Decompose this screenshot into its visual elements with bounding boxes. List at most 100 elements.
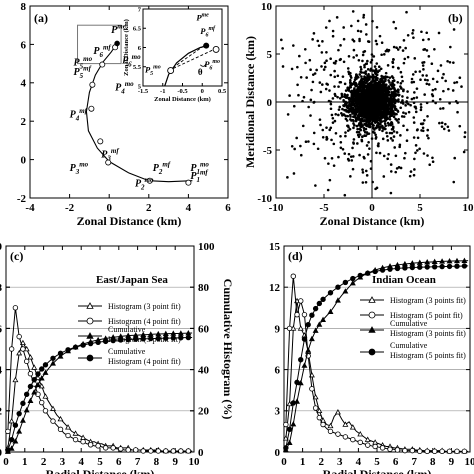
scatter-point bbox=[413, 157, 416, 161]
scatter-point bbox=[358, 73, 361, 76]
series-marker bbox=[350, 436, 356, 443]
scatter-point bbox=[422, 68, 425, 71]
inset-x-tick-label: 0.5 bbox=[218, 88, 227, 95]
scatter-point bbox=[387, 152, 390, 156]
label-superscript: mf bbox=[162, 161, 170, 169]
series-marker bbox=[301, 362, 308, 368]
scatter-point bbox=[362, 126, 366, 130]
scatter-point bbox=[364, 70, 368, 73]
scatter-point bbox=[378, 118, 381, 122]
scatter-point bbox=[355, 77, 358, 80]
series-marker bbox=[42, 369, 49, 375]
scatter-point bbox=[374, 39, 378, 43]
series-marker bbox=[23, 358, 30, 365]
scatter-point bbox=[350, 24, 353, 28]
scatter-point bbox=[372, 83, 376, 87]
scatter-point bbox=[311, 38, 314, 41]
series-marker bbox=[16, 428, 23, 434]
scatter-point bbox=[438, 121, 441, 125]
panel-a-zoom-box bbox=[77, 24, 122, 65]
series-marker bbox=[294, 311, 300, 318]
series-marker bbox=[155, 448, 161, 454]
scatter-point bbox=[375, 62, 379, 65]
series-marker bbox=[27, 383, 34, 390]
scatter-point bbox=[395, 167, 399, 170]
series-marker bbox=[125, 336, 131, 343]
scatter-point bbox=[412, 80, 416, 84]
panel-b-y-tick-label: 0 bbox=[267, 97, 273, 109]
scatter-point bbox=[411, 73, 415, 76]
series-marker bbox=[320, 316, 327, 322]
series-marker bbox=[102, 445, 109, 451]
panel-a-point-label: P4mo bbox=[115, 80, 134, 96]
series-marker bbox=[72, 436, 79, 443]
scatter-point bbox=[377, 142, 380, 145]
scatter-point bbox=[304, 61, 307, 65]
series-marker bbox=[368, 296, 376, 303]
series-marker bbox=[286, 426, 293, 433]
scatter-point bbox=[366, 93, 370, 97]
series-marker bbox=[16, 333, 22, 340]
series-marker bbox=[417, 448, 423, 455]
scatter-point bbox=[387, 98, 391, 101]
label-base: P bbox=[190, 171, 197, 182]
scatter-point bbox=[384, 103, 388, 107]
scatter-point bbox=[391, 139, 394, 142]
scatter-point bbox=[333, 75, 337, 79]
scatter-point bbox=[382, 99, 386, 103]
scatter-point bbox=[329, 57, 332, 61]
label-base: P bbox=[74, 67, 81, 78]
scatter-point bbox=[397, 90, 400, 94]
series-marker bbox=[286, 439, 293, 445]
scatter-point bbox=[423, 78, 427, 82]
scatter-point bbox=[362, 16, 365, 19]
scatter-point bbox=[405, 10, 408, 14]
label-subscript: 5 bbox=[80, 63, 84, 71]
scatter-point bbox=[382, 85, 386, 88]
series-marker bbox=[342, 279, 349, 286]
series-marker bbox=[12, 305, 19, 311]
scatter-point bbox=[351, 146, 354, 150]
series-marker bbox=[327, 422, 334, 429]
scatter-point bbox=[351, 96, 355, 100]
panel-d-y-tick-label: 15 bbox=[269, 241, 281, 253]
scatter-point bbox=[375, 84, 378, 88]
scatter-point bbox=[358, 39, 361, 43]
scatter-point bbox=[343, 152, 347, 155]
scatter-point bbox=[320, 65, 323, 68]
scatter-point bbox=[342, 60, 346, 64]
inset-y-tick-label: 5.5 bbox=[133, 64, 142, 71]
scatter-point bbox=[370, 58, 374, 62]
series-marker bbox=[178, 448, 184, 454]
series-marker bbox=[301, 311, 308, 318]
panel-c-x-tick-label: 5 bbox=[97, 456, 103, 468]
scatter-point bbox=[412, 96, 416, 100]
scatter-point bbox=[412, 101, 416, 105]
scatter-point bbox=[334, 132, 338, 135]
scatter-point bbox=[362, 91, 366, 94]
series-marker bbox=[72, 344, 79, 350]
series-marker bbox=[50, 360, 56, 366]
series-marker bbox=[379, 445, 386, 451]
series-marker bbox=[57, 350, 64, 357]
scatter-point bbox=[365, 97, 368, 101]
scatter-point bbox=[444, 79, 447, 83]
scatter-point bbox=[321, 40, 324, 43]
scatter-point bbox=[384, 117, 387, 120]
label-superscript: me bbox=[117, 22, 126, 30]
scatter-point bbox=[395, 131, 399, 134]
scatter-point bbox=[393, 105, 397, 108]
scatter-point bbox=[351, 10, 355, 13]
scatter-point bbox=[357, 123, 361, 127]
scatter-point bbox=[326, 83, 330, 86]
scatter-point bbox=[373, 65, 377, 68]
series-marker bbox=[454, 448, 460, 455]
panel-a-point-label: P3mf bbox=[101, 147, 119, 163]
scatter-point bbox=[325, 135, 328, 139]
scatter-point bbox=[343, 108, 346, 112]
scatter-point bbox=[304, 140, 308, 144]
panel-c-x-tick-label: 8 bbox=[154, 456, 160, 468]
panel-b-x-tick-label: 0 bbox=[369, 202, 375, 214]
scatter-point bbox=[367, 82, 371, 86]
scatter-point bbox=[356, 88, 359, 92]
